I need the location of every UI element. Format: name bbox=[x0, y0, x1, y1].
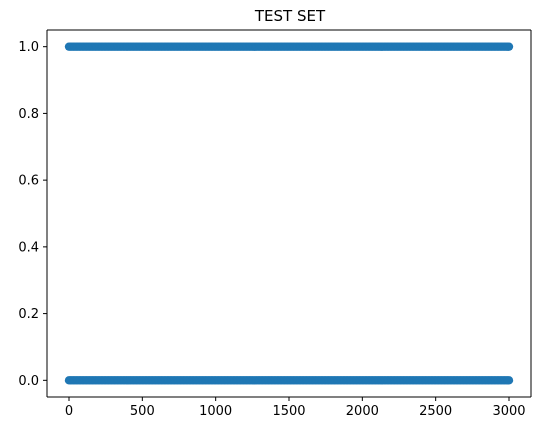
data-points-layer bbox=[64, 42, 514, 385]
x-tick-label: 1500 bbox=[272, 404, 305, 419]
y-tick-label: 0.4 bbox=[18, 240, 39, 255]
ticks-layer: 0 500 1000 1500 2000 2500 3000 0.0 0.2 0.4 0.6 0.8 1… bbox=[18, 40, 525, 419]
y-tick-label: 0.6 bbox=[18, 174, 39, 189]
x-tick-label: 1000 bbox=[199, 404, 232, 419]
y-tick-label: 0.2 bbox=[18, 307, 39, 322]
y-tick-label: 1.0 bbox=[18, 40, 39, 55]
y-tick-label: 0.8 bbox=[18, 107, 39, 122]
x-tick-label: 3000 bbox=[492, 404, 525, 419]
x-tick-label: 2000 bbox=[346, 404, 379, 419]
y-tick-label: 0.0 bbox=[18, 374, 39, 389]
x-tick-label: 500 bbox=[130, 404, 155, 419]
x-tick-label: 2500 bbox=[419, 404, 452, 419]
chart-title: TEST SET bbox=[254, 7, 326, 25]
axes-layer bbox=[46, 29, 532, 398]
data-point bbox=[504, 376, 514, 385]
x-tick-label: 0 bbox=[65, 404, 73, 419]
data-point bbox=[504, 42, 514, 51]
